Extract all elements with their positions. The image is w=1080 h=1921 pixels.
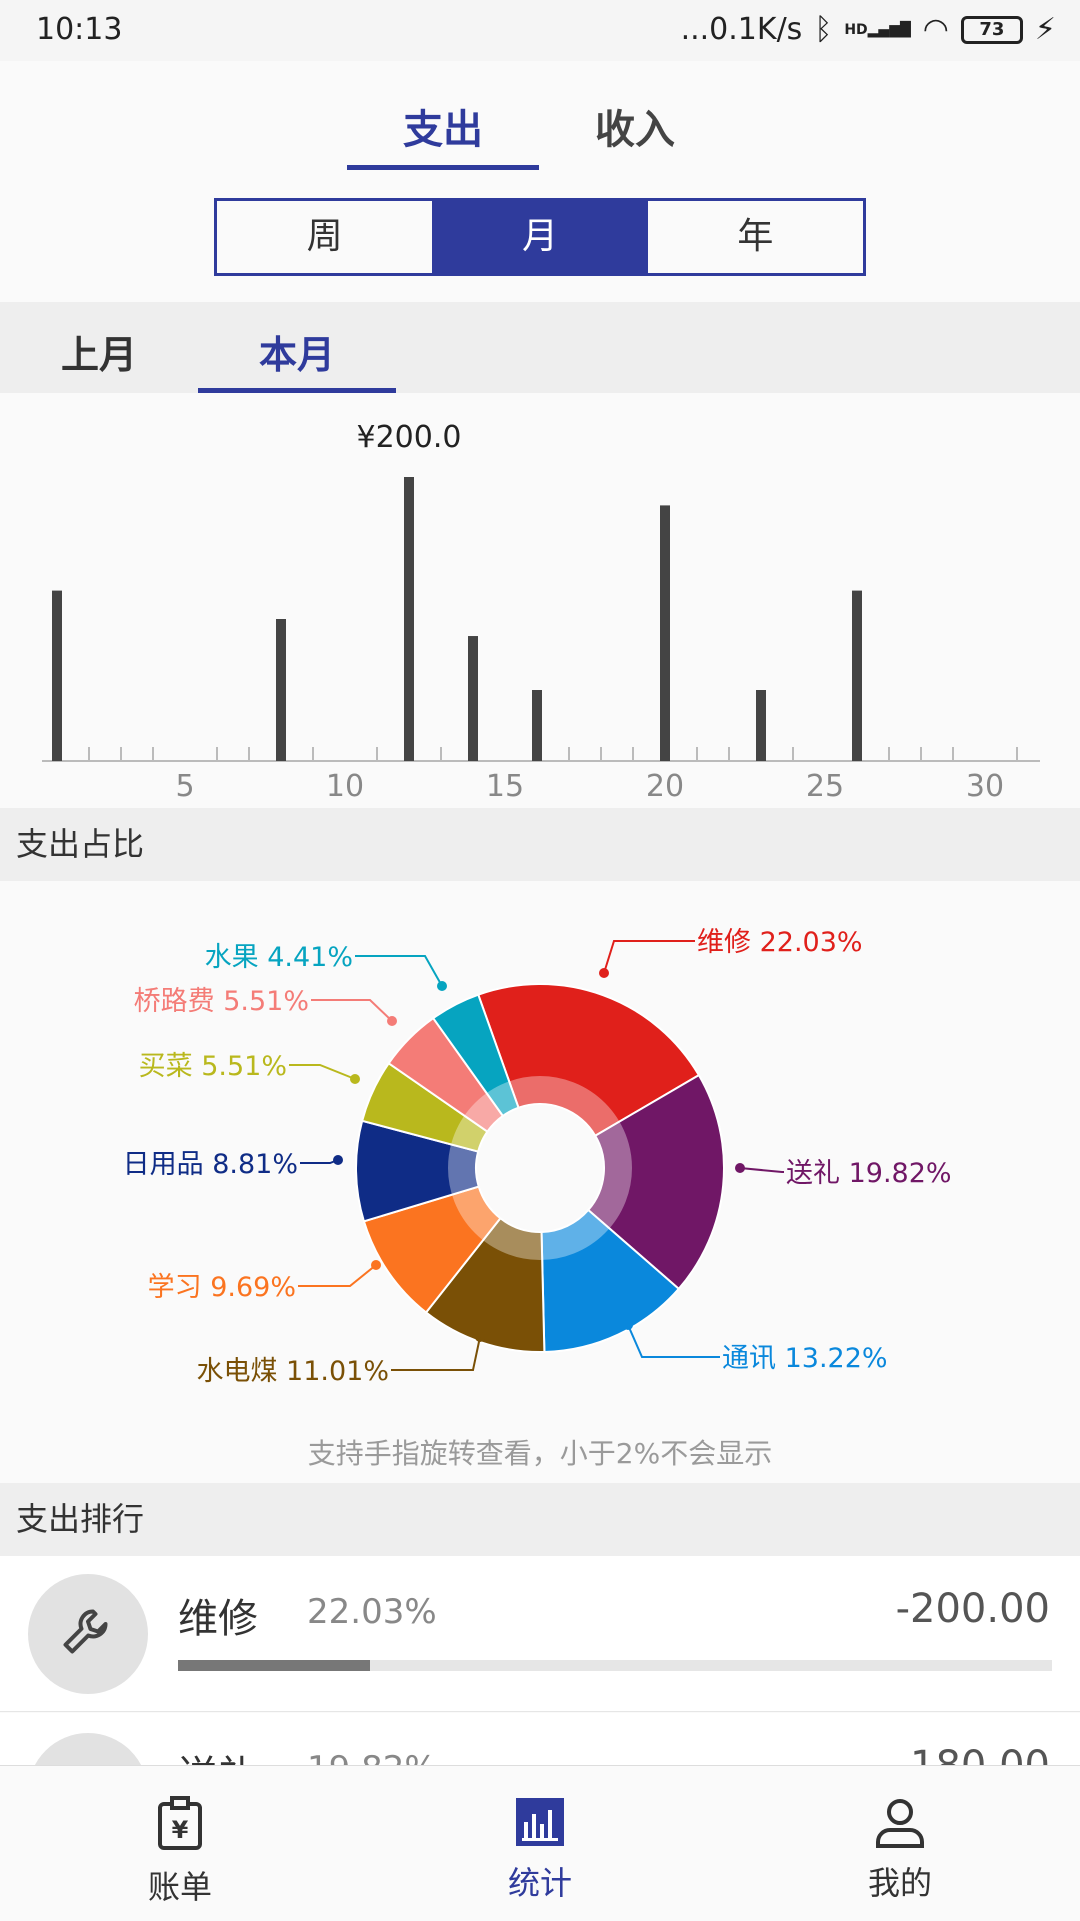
label-leader [355, 955, 443, 987]
battery-level: 73 [979, 18, 1005, 40]
label-leader [298, 1264, 377, 1287]
label-leader [627, 1324, 720, 1358]
pie-label-通讯: 通讯 13.22% [722, 1343, 888, 1374]
tab-last-month[interactable]: 上月 [60, 333, 137, 377]
pie-label-买菜: 买菜 5.51% [139, 1051, 287, 1082]
nav-bill-label: 账单 [147, 1868, 212, 1906]
pie-slice-送礼 [586, 1073, 725, 1291]
wrench-icon [28, 1574, 148, 1694]
label-leader [311, 999, 393, 1022]
period-segment: 周 月 年 [214, 198, 866, 276]
x-tick-label: 5 [175, 769, 194, 804]
daily-bar-chart[interactable]: 5 10 15 20 25 30 ¥200.0 [0, 393, 1080, 808]
ranking-row[interactable]: 维修 22.03% -200.00 [0, 1556, 1080, 1712]
bar-day-26 [852, 590, 862, 761]
svg-text:¥: ¥ [172, 1816, 189, 1844]
chart-icon [516, 1798, 564, 1846]
expense-donut-chart[interactable]: 维修 22.03% 送礼 19.82% 通讯 13.22% 水电煤 11.01% 学习 … [0, 881, 1080, 1483]
tab-income[interactable]: 收入 [595, 107, 675, 153]
x-tick-label: 30 [966, 769, 1004, 804]
ranking-amount: -200.00 [895, 1586, 1050, 1632]
x-tick-label: 20 [646, 769, 684, 804]
bill-icon: ¥ [158, 1796, 202, 1850]
label-leader [739, 1167, 784, 1173]
segment-year[interactable]: 年 [737, 216, 774, 257]
tab-this-month[interactable]: 本月 [258, 333, 335, 377]
month-tab-indicator [198, 388, 396, 393]
wifi-icon: ◠ [922, 12, 949, 47]
ranking-progress [178, 1660, 1052, 1671]
pie-label-水电煤: 水电煤 11.01% [196, 1356, 389, 1387]
bar-day-1 [52, 590, 62, 761]
label-leader [289, 1064, 356, 1080]
tab-expense[interactable]: 支出 [403, 107, 483, 153]
status-bar: 10:13 ...0.1K/s ᛒ HD▂▄▆█ ◠ 73 ⚡ [0, 0, 1080, 61]
pie-label-学习: 学习 9.69% [148, 1272, 296, 1303]
nav-mine-label: 我的 [867, 1864, 932, 1902]
pie-slice-水果 [431, 993, 520, 1118]
ranking-percent: 22.03% [307, 1592, 437, 1632]
pie-inner-ring [448, 1076, 632, 1260]
tab-indicator [347, 165, 539, 170]
type-tabs: 支出 收入 周 月 年 [0, 61, 1080, 301]
nav-mine[interactable]: 我的 [720, 1766, 1080, 1921]
signal-icon: HD▂▄▆█ [844, 21, 911, 38]
signal-label: HD [844, 21, 868, 38]
bar-day-16 [532, 690, 542, 761]
pie-label-水果: 水果 4.41% [205, 942, 353, 973]
pie-label-桥路费: 桥路费 5.51% [134, 986, 309, 1017]
pie-label-日用品: 日用品 8.81% [123, 1149, 298, 1180]
pie-label-维修: 维修 22.03% [697, 927, 863, 958]
bar-day-23 [756, 690, 766, 761]
segment-week[interactable]: 周 [306, 216, 343, 257]
x-tick-label: 15 [486, 769, 524, 804]
user-icon [876, 1799, 924, 1848]
ranking-section-header: 支出排行 [0, 1483, 1080, 1556]
pie-slice-维修 [476, 983, 701, 1138]
bar-value-label: ¥200.0 [357, 420, 462, 455]
month-tabs: 上月 本月 [0, 302, 1080, 393]
share-section-header: 支出占比 [0, 808, 1080, 881]
label-leader [603, 940, 695, 974]
status-time: 10:13 [36, 12, 123, 47]
segment-month[interactable]: 月 [432, 201, 648, 273]
battery-icon: 73 [960, 15, 1023, 44]
x-tick-label: 10 [326, 769, 364, 804]
charging-icon: ⚡ [1034, 12, 1056, 47]
bottom-nav: ¥ 账单 统计 我的 [0, 1765, 1080, 1920]
nav-bill[interactable]: ¥ 账单 [0, 1766, 360, 1921]
nav-stats[interactable]: 统计 [360, 1766, 720, 1921]
net-speed: ...0.1K/s [680, 12, 803, 47]
bar-day-8 [276, 619, 286, 761]
pie-slice-水电煤 [424, 1216, 546, 1353]
bar-day-14 [468, 636, 478, 761]
ranking-name: 维修 [178, 1596, 258, 1642]
bluetooth-icon: ᛒ [814, 12, 833, 47]
nav-stats-label: 统计 [507, 1864, 572, 1902]
label-leader [391, 1336, 481, 1371]
pie-slice-通讯 [540, 1208, 681, 1353]
bar-day-20 [660, 505, 670, 761]
bar-day-12 [404, 477, 414, 761]
label-leader [300, 1159, 339, 1164]
pie-label-送礼: 送礼 19.82% [786, 1158, 952, 1189]
pie-hint: 支持手指旋转查看，小于2%不会显示 [307, 1437, 773, 1470]
x-tick-label: 25 [806, 769, 844, 804]
